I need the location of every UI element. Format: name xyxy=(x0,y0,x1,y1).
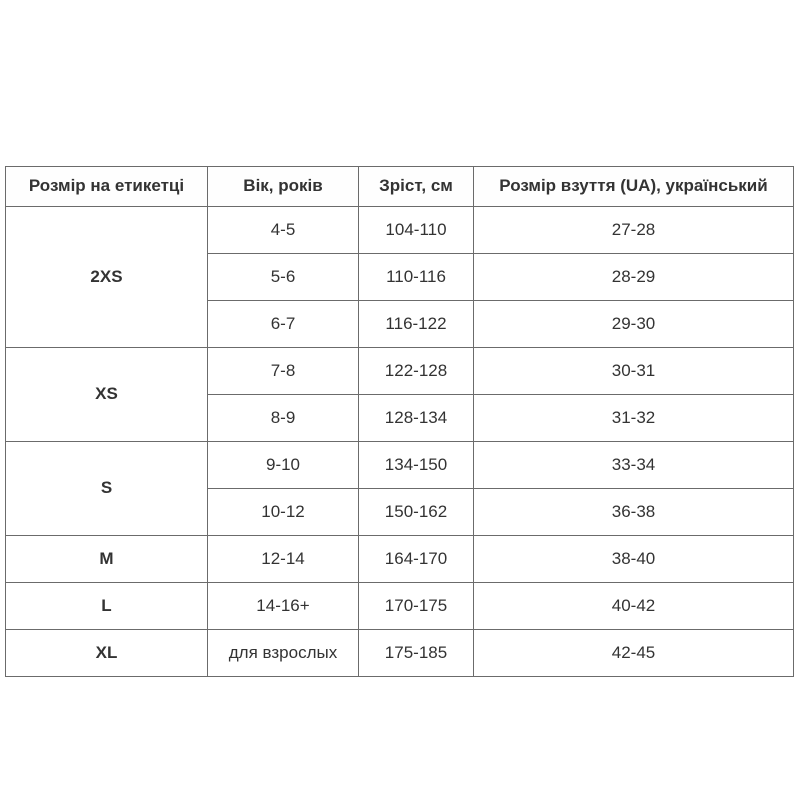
table-row: L 14-16+ 170-175 40-42 xyxy=(5,582,794,630)
age-cell: 12-14 xyxy=(207,535,359,583)
column-header-age: Вік, років xyxy=(207,166,359,207)
height-cell: 110-116 xyxy=(358,253,474,301)
size-cell: XS xyxy=(5,347,208,442)
age-cell: 10-12 xyxy=(207,488,359,536)
shoe-size-cell: 40-42 xyxy=(473,582,794,630)
height-cell: 116-122 xyxy=(358,300,474,348)
table-row: M 12-14 164-170 38-40 xyxy=(5,535,794,583)
age-cell: 7-8 xyxy=(207,347,359,395)
size-cell: M xyxy=(5,535,208,583)
table-row: 5-6 110-116 28-29 xyxy=(6,253,794,301)
height-cell: 175-185 xyxy=(358,629,474,677)
table-row: 6-7 116-122 29-30 xyxy=(6,300,794,348)
height-cell: 122-128 xyxy=(358,347,474,395)
age-cell: 6-7 xyxy=(207,300,359,348)
table-row: S 9-10 134-150 33-34 xyxy=(5,441,794,536)
height-cell: 164-170 xyxy=(358,535,474,583)
shoe-size-cell: 36-38 xyxy=(473,488,794,536)
shoe-size-cell: 38-40 xyxy=(473,535,794,583)
age-cell: 14-16+ xyxy=(207,582,359,630)
table-body: 2XS 4-5 104-110 27-28 5-6 110-116 28-29 … xyxy=(5,206,794,677)
shoe-size-cell: 27-28 xyxy=(473,206,794,254)
height-cell: 150-162 xyxy=(358,488,474,536)
shoe-size-cell: 42-45 xyxy=(473,629,794,677)
table-header: Розмір на етикетці Вік, років Зріст, см … xyxy=(5,166,794,207)
column-header-size: Розмір на етикетці xyxy=(5,166,208,207)
size-chart-table: Розмір на етикетці Вік, років Зріст, см … xyxy=(5,166,794,677)
shoe-size-cell: 28-29 xyxy=(473,253,794,301)
column-header-height: Зріст, см xyxy=(358,166,474,207)
age-cell: 8-9 xyxy=(207,394,359,442)
size-chart-section: Розмір на етикетці Вік, років Зріст, см … xyxy=(5,166,794,677)
table-row: 10-12 150-162 36-38 xyxy=(6,488,794,536)
height-cell: 134-150 xyxy=(358,441,474,489)
age-cell: 4-5 xyxy=(207,206,359,254)
age-cell: 9-10 xyxy=(207,441,359,489)
size-cell: S xyxy=(5,441,208,536)
column-header-shoe: Розмір взуття (UA), український xyxy=(473,166,794,207)
table-row: XL для взрослых 175-185 42-45 xyxy=(5,629,794,677)
age-cell: для взрослых xyxy=(207,629,359,677)
table-row: 2XS 4-5 104-110 27-28 xyxy=(5,206,794,348)
height-cell: 128-134 xyxy=(358,394,474,442)
age-cell: 5-6 xyxy=(207,253,359,301)
table-row: 8-9 128-134 31-32 xyxy=(6,394,794,442)
shoe-size-cell: 30-31 xyxy=(473,347,794,395)
shoe-size-cell: 33-34 xyxy=(473,441,794,489)
size-cell: L xyxy=(5,582,208,630)
shoe-size-cell: 29-30 xyxy=(473,300,794,348)
size-cell: 2XS xyxy=(5,206,208,348)
shoe-size-cell: 31-32 xyxy=(473,394,794,442)
table-row: XS 7-8 122-128 30-31 xyxy=(5,347,794,442)
height-cell: 104-110 xyxy=(358,206,474,254)
height-cell: 170-175 xyxy=(358,582,474,630)
size-cell: XL xyxy=(5,629,208,677)
header-row: Розмір на етикетці Вік, років Зріст, см … xyxy=(5,166,794,207)
